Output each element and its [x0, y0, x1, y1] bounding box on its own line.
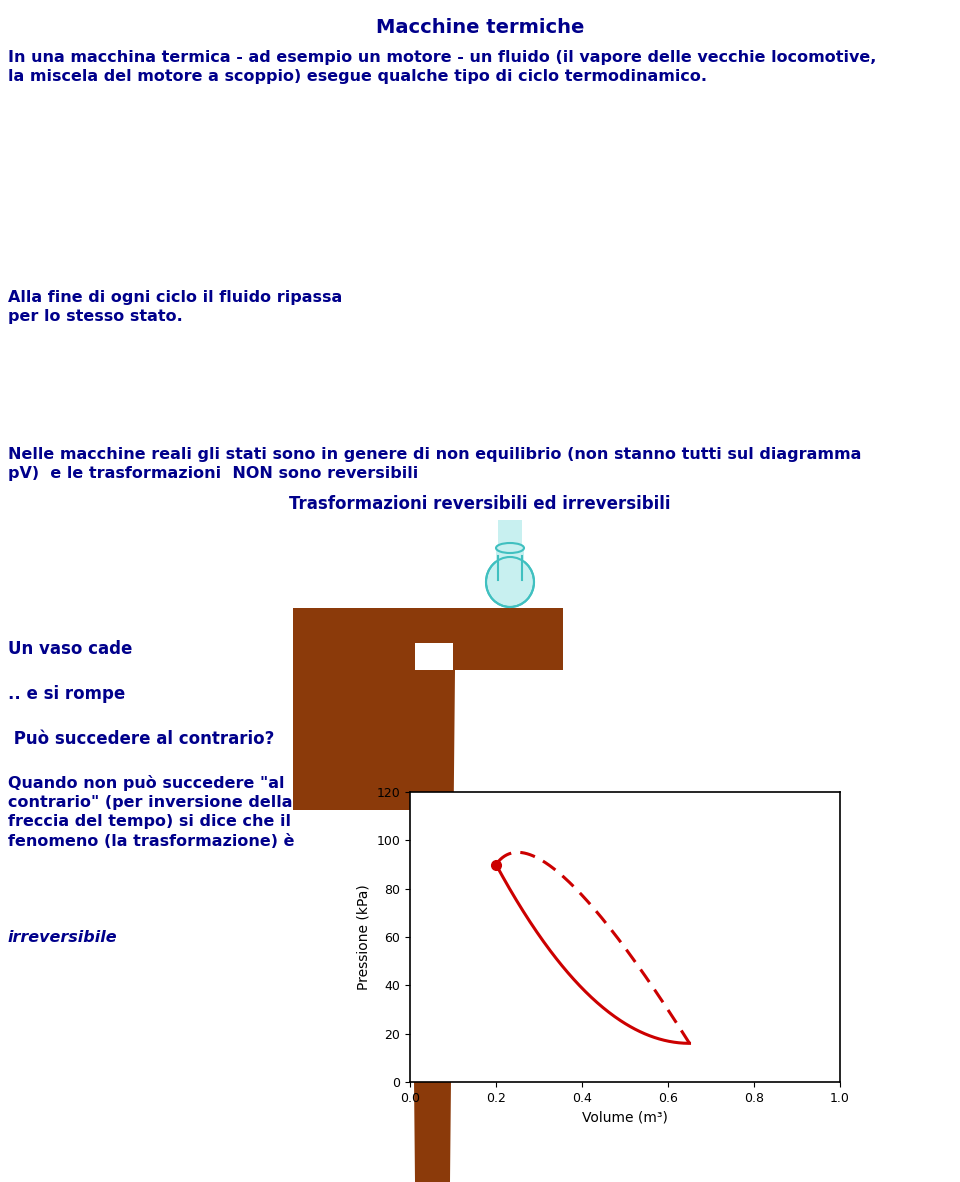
Bar	[498, 558, 522, 580]
Text: Nelle macchine reali gli stati sono in genere di non equilibrio (non stanno tutt: Nelle macchine reali gli stati sono in g…	[8, 447, 861, 481]
Bar	[293, 643, 415, 810]
Text: Quando non può succedere "al
contrario" (per inversione della
freccia del tempo): Quando non può succedere "al contrario" …	[8, 775, 295, 868]
Bar	[293, 608, 563, 643]
Text: In una macchina termica - ad esempio un motore - un fluido (il vapore delle vecc: In una macchina termica - ad esempio un …	[8, 50, 876, 84]
Ellipse shape	[486, 557, 534, 608]
Bar	[453, 643, 563, 670]
Text: irreversibile: irreversibile	[8, 930, 118, 944]
Ellipse shape	[496, 543, 524, 553]
Text: Alla fine di ogni ciclo il fluido ripassa
per lo stesso stato.: Alla fine di ogni ciclo il fluido ripass…	[8, 290, 343, 324]
Text: Un vaso cade: Un vaso cade	[8, 639, 132, 658]
Bar	[496, 545, 524, 570]
X-axis label: Volume (m³): Volume (m³)	[582, 1110, 668, 1124]
Y-axis label: Pressione (kPa): Pressione (kPa)	[357, 884, 371, 989]
Text: Può succedere al contrario?: Può succedere al contrario?	[8, 730, 275, 748]
Bar	[498, 520, 522, 561]
Text: Macchine termiche: Macchine termiche	[375, 18, 585, 37]
Polygon shape	[410, 670, 455, 1182]
Text: .. e si rompe: .. e si rompe	[8, 686, 125, 703]
Text: Trasformazioni reversibili ed irreversibili: Trasformazioni reversibili ed irreversib…	[289, 495, 671, 513]
